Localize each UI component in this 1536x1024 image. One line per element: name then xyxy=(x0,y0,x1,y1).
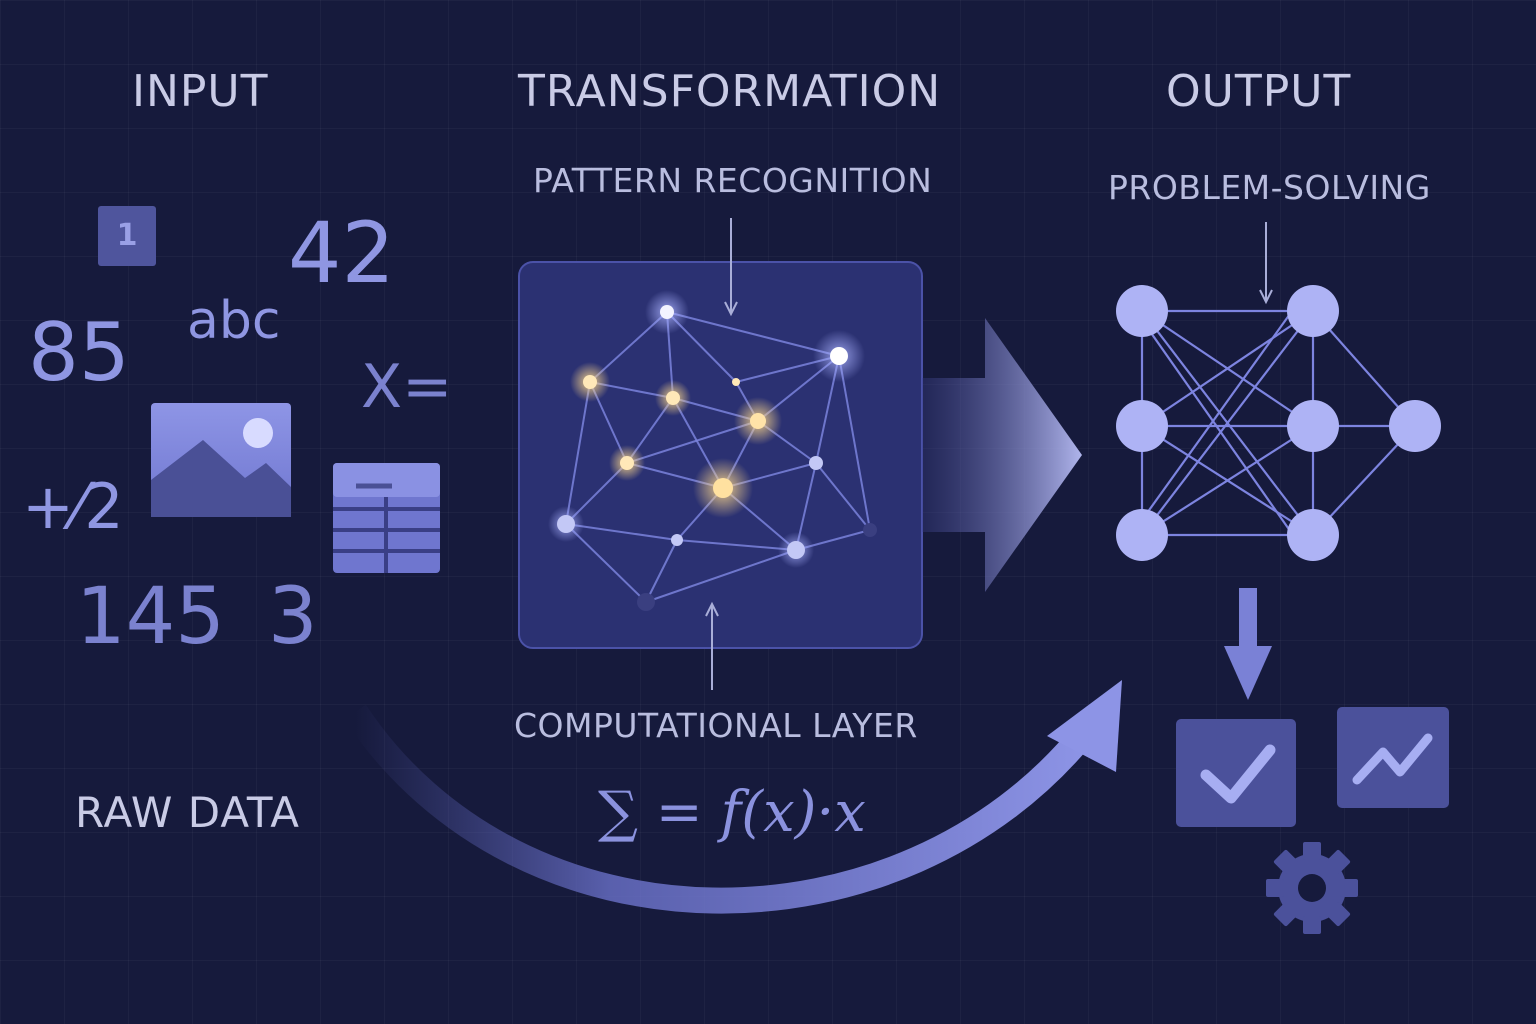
raw-data-label: RAW DATA xyxy=(75,788,300,837)
curved-arrow-icon xyxy=(344,680,1122,914)
input-heading: INPUT xyxy=(132,66,269,117)
abc-text: abc xyxy=(187,291,281,351)
transformation-heading: TRANSFORMATION xyxy=(518,66,942,117)
number-85: 85 xyxy=(28,306,130,399)
badge-one-label: 1 xyxy=(116,218,138,253)
output-heading: OUTPUT xyxy=(1166,66,1352,117)
table-icon xyxy=(333,463,440,573)
x-equals-text: X= xyxy=(361,352,453,422)
plus-half-text: +⁄2 xyxy=(22,470,124,543)
badge-one-icon xyxy=(98,206,156,266)
trend-chart-icon xyxy=(1337,707,1449,808)
computational-arrow xyxy=(705,601,719,690)
down-arrow-icon xyxy=(1224,588,1272,700)
image-icon xyxy=(151,403,291,517)
computational-layer-label: COMPUTATIONAL LAYER xyxy=(514,706,918,745)
neural-network-icon xyxy=(1116,285,1441,561)
checkmark-icon xyxy=(1176,719,1296,827)
problem-solving-label: PROBLEM-SOLVING xyxy=(1108,168,1431,207)
number-42: 42 xyxy=(288,204,395,302)
network-icon xyxy=(548,290,877,611)
flow-arrow-icon xyxy=(922,318,1082,592)
network-panel xyxy=(518,261,923,649)
number-3: 3 xyxy=(268,572,318,662)
pattern-arrow xyxy=(724,218,738,317)
formula: ∑ = f(x)·x xyxy=(598,780,866,845)
number-145: 145 xyxy=(76,572,225,662)
gear-icon xyxy=(1266,842,1358,934)
problem-solving-arrow xyxy=(1259,222,1273,305)
pattern-recognition-label: PATTERN RECOGNITION xyxy=(533,161,933,200)
